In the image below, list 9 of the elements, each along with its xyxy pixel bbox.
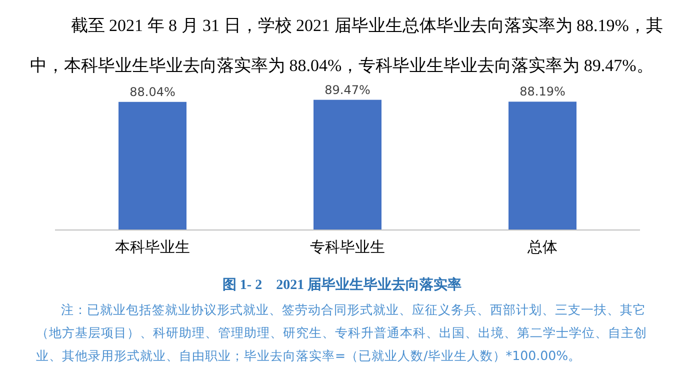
text: 注：已就业包括签就业协议形式就业、签劳动合同形式就业、应征义务兵、西部计划、三支一扶、其它（地方基层项目）、科研助理、管理助理、研究生、专科升普通本科、出国、出境、第二学士学位、自主创业、其他录用形式就业、自由职业；毕业去向落实率=（已就业人数/毕业生人数）*100.00%。 [36, 301, 648, 365]
data-label: 88.19% [520, 84, 566, 99]
x-tick-label: 总体 [526, 238, 558, 256]
text: 截至 2021 年 8 月 31 日，学校 2021 届毕业生总体毕业去向落实率为 88.19%，其中，本科毕业生毕业去向落实率为 88.04%，专科毕业生毕业去向落实率为 89.47%。 [30, 16, 663, 75]
data-label: 88.04% [130, 84, 176, 99]
text: 图 1- 2 2021 届毕业生毕业去向落实率 [222, 276, 462, 293]
data-label: 89.47% [324, 82, 370, 97]
x-tick-label: 本科毕业生 [115, 238, 190, 256]
x-tick-label: 专科毕业生 [310, 238, 385, 256]
